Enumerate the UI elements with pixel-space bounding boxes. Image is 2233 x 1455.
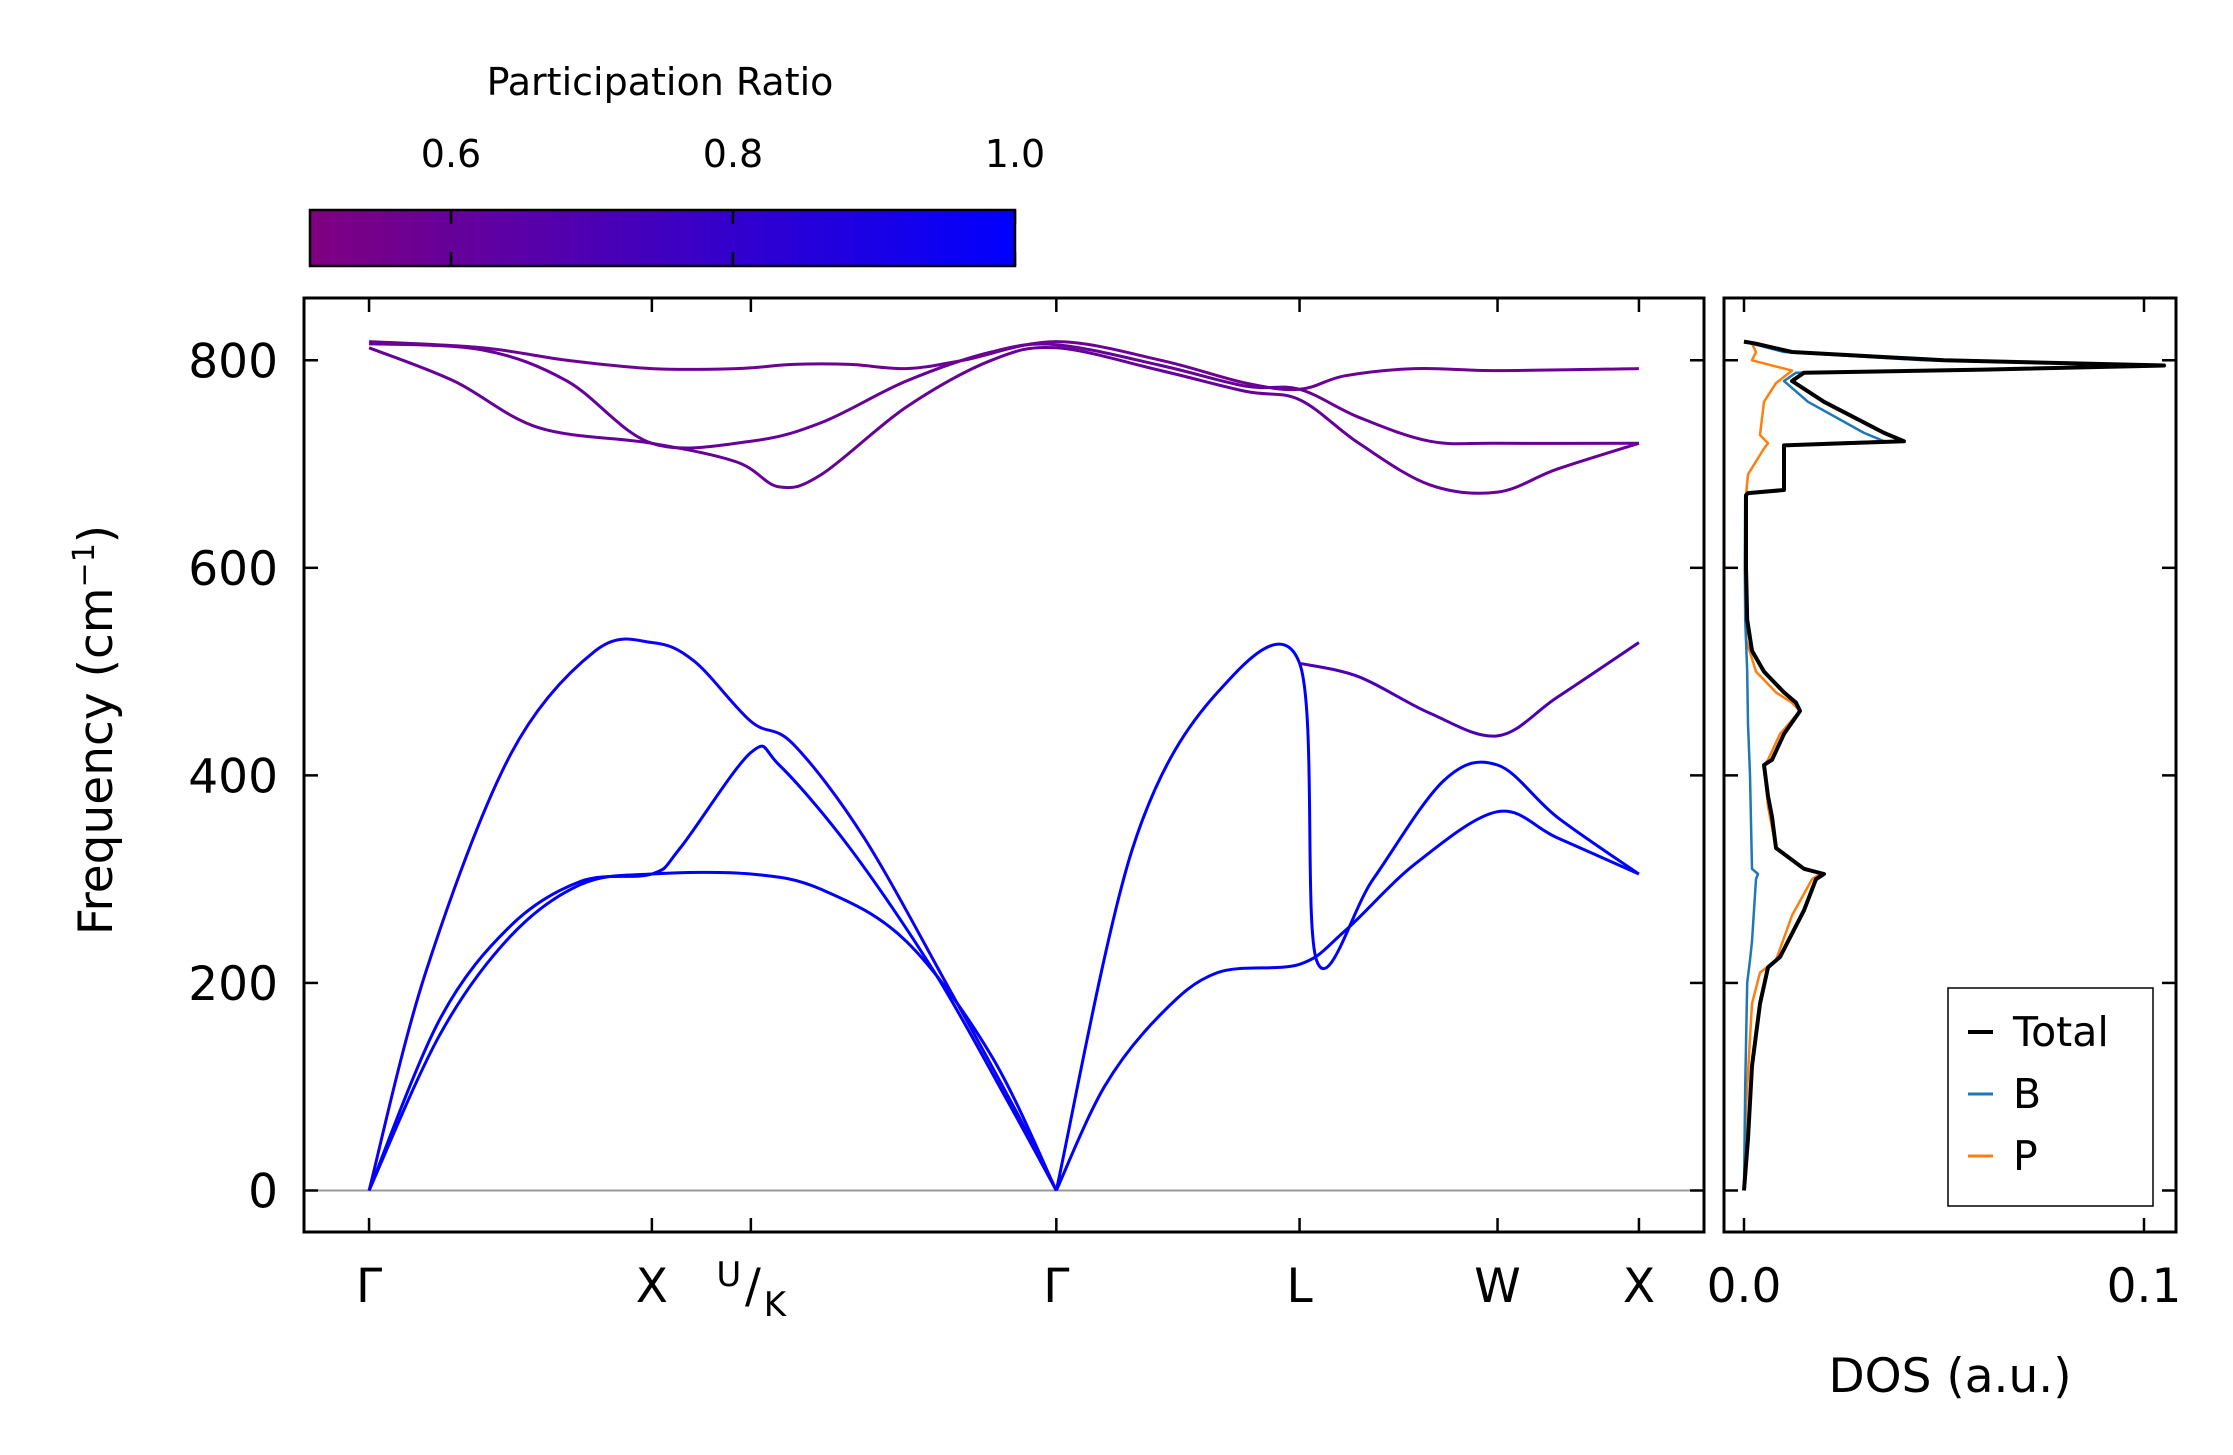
- y-tick-label: 200: [188, 957, 278, 1012]
- band-line-acoustic-2: [367, 744, 1058, 1192]
- band-line-optical-1: [368, 345, 1640, 495]
- band-line-acoustic-1: [367, 870, 1058, 1192]
- dos-x-tick-label: 0.1: [2107, 1259, 2182, 1314]
- x-tick-label-top: U: [716, 1255, 741, 1295]
- dos-plot-frame: [1722, 296, 2178, 1234]
- colorbar-title: Participation Ratio: [487, 60, 834, 104]
- band-plot-frame: [302, 296, 1706, 1234]
- y-tick-label: 0: [248, 1164, 278, 1219]
- legend-label-p: P: [2013, 1132, 2038, 1180]
- dos-line-p: [1742, 340, 1822, 1191]
- y-axis-label-sup: −1: [67, 543, 102, 587]
- x-tick-label: W: [1474, 1259, 1520, 1314]
- legend-label-total: Total: [2012, 1008, 2109, 1056]
- x-tick-label: X: [636, 1259, 668, 1314]
- band-line-acoustic-3b: [1299, 641, 1640, 738]
- x-tick-label: Γ: [1043, 1259, 1069, 1314]
- colorbar-tick-label: 0.8: [703, 132, 763, 176]
- band-line-acoustic-3: [367, 637, 1058, 1192]
- y-tick-label: 600: [188, 542, 278, 597]
- dos-x-axis-label: DOS (a.u.): [1828, 1349, 2071, 1404]
- legend-label-b: B: [2013, 1070, 2041, 1118]
- band-line-acoustic-1b: [1054, 809, 1640, 1192]
- dos-legend: Total B P: [1947, 987, 2154, 1207]
- x-tick-label: X: [1623, 1259, 1655, 1314]
- colorbar-gradient: [308, 208, 1017, 268]
- dos-panel: 0.0 0.1 DOS (a.u.) Total B P: [1707, 296, 2182, 1404]
- x-tick-label-bottom: K: [764, 1285, 788, 1325]
- colorbar-tick-label: 1.0: [985, 132, 1045, 176]
- y-axis-label: Frequency (cm−1): [67, 525, 124, 935]
- dos-x-tick-label: 0.0: [1707, 1259, 1782, 1314]
- colorbar: Participation Ratio 0.6 0.8 1.0: [308, 60, 1045, 268]
- legend-box: [1947, 987, 2154, 1207]
- x-tick-label: L: [1286, 1259, 1312, 1314]
- colorbar-tick-label: 0.6: [421, 132, 481, 176]
- band-line-optical-3: [369, 340, 1639, 392]
- y-tick-label: 400: [188, 749, 278, 804]
- y-axis-label-end: ): [69, 525, 124, 543]
- x-tick-label: Γ: [356, 1259, 382, 1314]
- band-line-acoustic-2b: [1054, 642, 1640, 1191]
- y-tick-label: 800: [188, 334, 278, 389]
- y-axis-label-main: Frequency (cm: [69, 587, 124, 935]
- band-structure-panel: Frequency (cm−1) 0 200 400 600 800 Γ X U / K Γ L W X: [67, 296, 1706, 1325]
- dos-line-total: [1742, 339, 2166, 1191]
- x-tick-label-slash: /: [745, 1259, 761, 1314]
